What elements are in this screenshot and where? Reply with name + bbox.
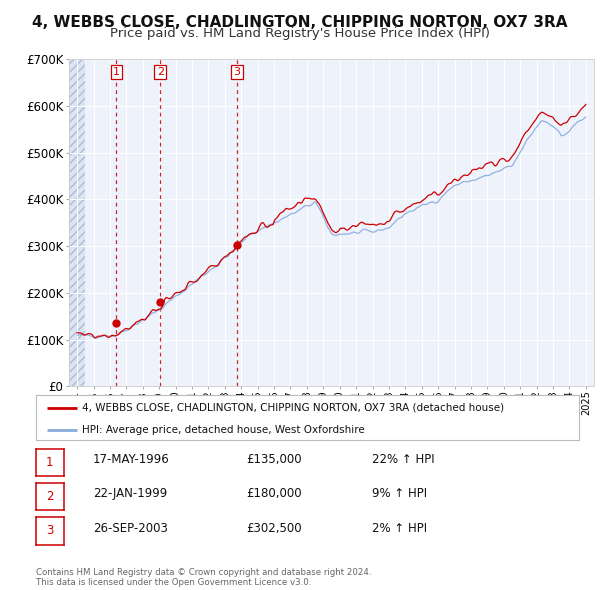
Text: £180,000: £180,000 (246, 487, 302, 500)
Text: 3: 3 (46, 525, 53, 537)
Text: 1: 1 (113, 67, 120, 77)
Text: 2: 2 (157, 67, 164, 77)
Text: 9% ↑ HPI: 9% ↑ HPI (372, 487, 427, 500)
Text: This data is licensed under the Open Government Licence v3.0.: This data is licensed under the Open Gov… (36, 578, 311, 587)
Text: 2: 2 (46, 490, 53, 503)
Text: 2% ↑ HPI: 2% ↑ HPI (372, 522, 427, 535)
Text: £302,500: £302,500 (246, 522, 302, 535)
Text: £135,000: £135,000 (246, 453, 302, 466)
Text: 22% ↑ HPI: 22% ↑ HPI (372, 453, 434, 466)
Text: 17-MAY-1996: 17-MAY-1996 (93, 453, 170, 466)
Text: Contains HM Land Registry data © Crown copyright and database right 2024.: Contains HM Land Registry data © Crown c… (36, 568, 371, 577)
Text: 4, WEBBS CLOSE, CHADLINGTON, CHIPPING NORTON, OX7 3RA (detached house): 4, WEBBS CLOSE, CHADLINGTON, CHIPPING NO… (82, 403, 504, 412)
Text: 4, WEBBS CLOSE, CHADLINGTON, CHIPPING NORTON, OX7 3RA: 4, WEBBS CLOSE, CHADLINGTON, CHIPPING NO… (32, 15, 568, 30)
Text: 22-JAN-1999: 22-JAN-1999 (93, 487, 167, 500)
Text: HPI: Average price, detached house, West Oxfordshire: HPI: Average price, detached house, West… (82, 425, 365, 435)
Bar (69, 59, 85, 386)
Text: 1: 1 (46, 456, 53, 469)
Text: 26-SEP-2003: 26-SEP-2003 (93, 522, 168, 535)
Text: 3: 3 (233, 67, 241, 77)
Text: Price paid vs. HM Land Registry's House Price Index (HPI): Price paid vs. HM Land Registry's House … (110, 27, 490, 40)
